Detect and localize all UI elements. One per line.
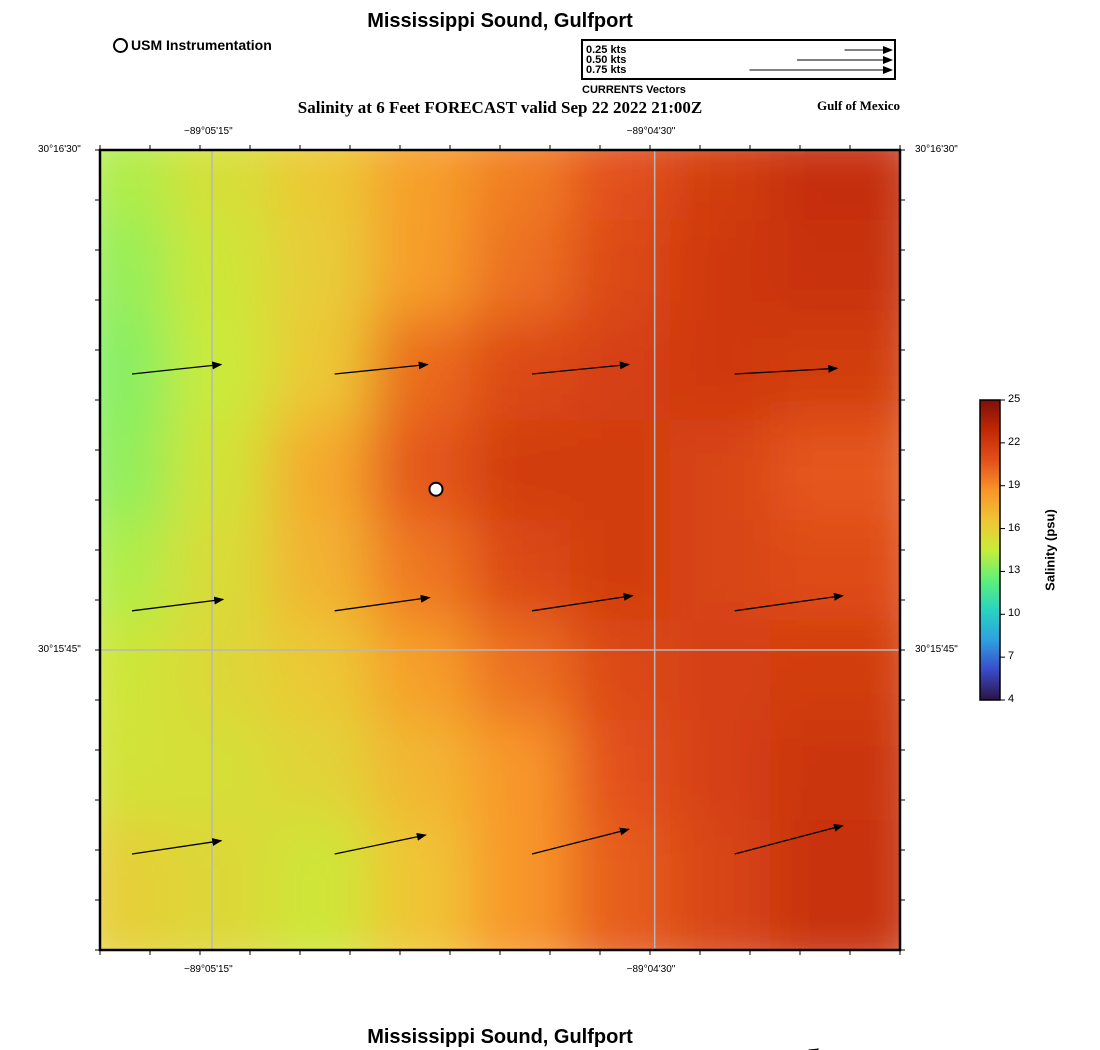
vector-scale-arrows xyxy=(749,46,893,74)
current-vectors xyxy=(131,361,844,1050)
colorbar-ramp xyxy=(979,399,1001,701)
current-vector-arrow xyxy=(531,361,630,375)
current-vector-arrow xyxy=(734,823,844,855)
lat-tick-left-1: 30°16'30" xyxy=(38,144,81,155)
current-vector-arrow xyxy=(734,364,839,375)
current-vector-arrow xyxy=(334,832,427,855)
current-vector-arrow xyxy=(131,838,223,855)
current-vector-arrow xyxy=(131,361,223,375)
map-footer-title: Mississippi Sound, Gulfport xyxy=(367,1026,633,1048)
lon-tick-bottom-2: −89°04'30" xyxy=(626,964,676,975)
lat-tick-right-1: 30°16'30" xyxy=(915,144,958,155)
lon-tick-top-1: −89°05'15" xyxy=(184,126,233,137)
salinity-cell xyxy=(770,820,900,950)
colorbar-tick-label: 7 xyxy=(1008,650,1015,663)
current-vector-arrow xyxy=(334,361,429,375)
colorbar-tick-label: 4 xyxy=(1008,693,1015,705)
lat-tick-left-2: 30°15'45" xyxy=(38,644,81,655)
usm-station-marker xyxy=(428,481,444,497)
usm-legend: USM Instrumentation xyxy=(113,37,272,53)
vector-scale-box xyxy=(581,39,896,80)
colorbar-tick-label: 10 xyxy=(1008,607,1021,620)
map-title: Mississippi Sound, Gulfport xyxy=(367,10,633,32)
vector-scale-label-3: 0.75 kts xyxy=(586,64,627,76)
graticule xyxy=(100,150,900,950)
vector-scale-title: CURRENTS Vectors xyxy=(582,84,686,96)
current-vector-arrow xyxy=(531,827,630,855)
map-subtitle: Salinity at 6 Feet FORECAST valid Sep 22… xyxy=(297,98,703,117)
colorbar-tick-label: 16 xyxy=(1008,521,1021,534)
current-vector-arrow xyxy=(131,596,225,612)
colorbar-tick-label: 13 xyxy=(1008,564,1021,577)
current-vector-arrow xyxy=(334,594,431,612)
colorbar-tick-label: 19 xyxy=(1008,478,1021,491)
current-vector-arrow xyxy=(734,592,844,612)
colorbar-tick-label: 22 xyxy=(1008,435,1021,448)
usm-legend-label: USM Instrumentation xyxy=(131,37,272,53)
station-marker-icon xyxy=(113,37,128,53)
vector-scale-label-2: 0.50 kts xyxy=(586,54,627,66)
map-frame xyxy=(95,145,905,955)
colorbar xyxy=(979,399,1005,701)
vector-scale-label-1: 0.25 kts xyxy=(586,44,627,56)
stations xyxy=(428,481,444,497)
lon-tick-top-2: −89°04'30" xyxy=(626,126,676,137)
lat-tick-right-2: 30°15'45" xyxy=(915,644,958,655)
colorbar-tick-label: 25 xyxy=(1008,393,1021,405)
lon-tick-bottom-1: −89°05'15" xyxy=(184,964,233,975)
colorbar-title: Salinity (psu) xyxy=(1042,509,1058,591)
region-label: Gulf of Mexico xyxy=(816,98,900,113)
current-vector-arrow xyxy=(531,592,634,612)
salinity-field xyxy=(100,150,900,950)
